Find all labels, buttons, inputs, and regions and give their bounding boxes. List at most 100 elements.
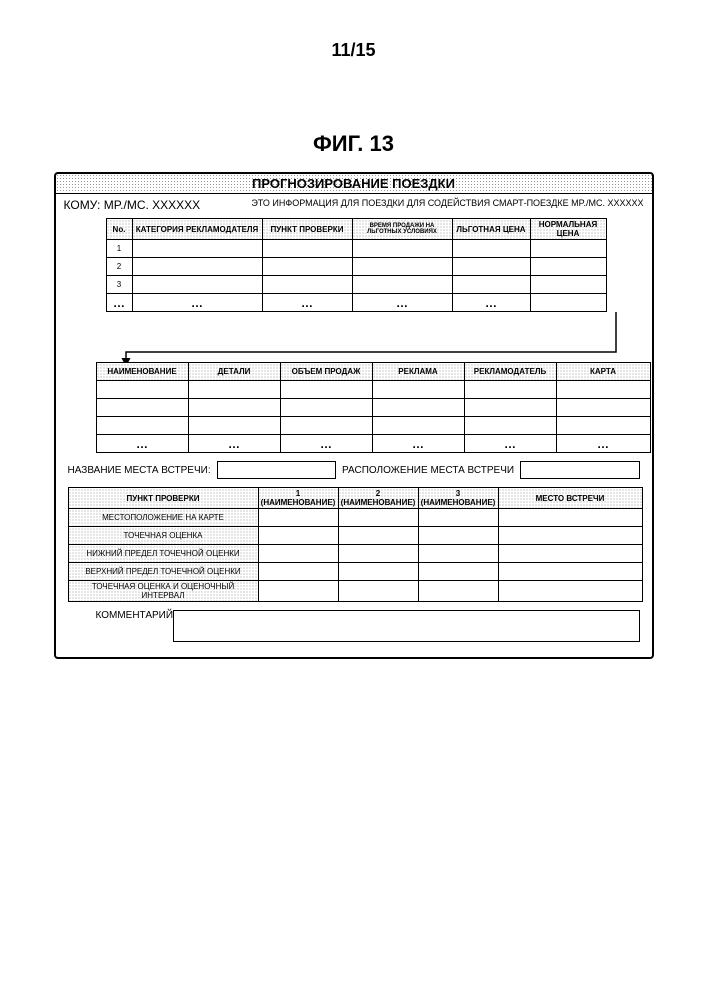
table2-cell: … (280, 435, 372, 453)
table3-cell (418, 545, 498, 563)
table3-header: 3 (НАИМЕНОВАНИЕ) (418, 488, 498, 509)
advertiser-table: No.КАТЕГОРИЯ РЕКЛАМОДАТЕЛЯПУНКТ ПРОВЕРКИ… (106, 218, 607, 312)
table1-cell: … (452, 294, 530, 312)
table2-cell (280, 381, 372, 399)
comment-row: КОММЕНТАРИЙ (96, 610, 640, 642)
table1-cell: … (352, 294, 452, 312)
meeting-location-input[interactable] (520, 461, 639, 479)
table2-cell: … (372, 435, 464, 453)
table1-cell (530, 258, 606, 276)
table3-row-label: ВЕРХНИЙ ПРЕДЕЛ ТОЧЕЧНОЙ ОЦЕНКИ (68, 563, 258, 581)
table3-cell (498, 527, 642, 545)
table1-cell: 2 (106, 258, 132, 276)
table3-cell (498, 581, 642, 602)
table1-header: No. (106, 219, 132, 240)
table3-cell (338, 581, 418, 602)
table1-cell: … (132, 294, 262, 312)
table3-cell (338, 545, 418, 563)
table3-cell (258, 545, 338, 563)
table3-header: 1 (НАИМЕНОВАНИЕ) (258, 488, 338, 509)
table2-header: ДЕТАЛИ (188, 363, 280, 381)
info-label: ЭТО ИНФОРМАЦИЯ ДЛЯ ПОЕЗДКИ ДЛЯ СОДЕЙСТВИ… (251, 198, 643, 212)
table2-cell (464, 399, 556, 417)
table3-cell (338, 527, 418, 545)
table2-cell (464, 381, 556, 399)
table1-cell (452, 276, 530, 294)
meeting-fields: НАЗВАНИЕ МЕСТА ВСТРЕЧИ: РАСПОЛОЖЕНИЕ МЕС… (68, 461, 640, 479)
form-title: ПРОГНОЗИРОВАНИЕ ПОЕЗДКИ (56, 174, 652, 194)
table1-cell (262, 240, 352, 258)
table3-cell (258, 581, 338, 602)
table1-cell (530, 276, 606, 294)
table3-row-label: НИЖНИЙ ПРЕДЕЛ ТОЧЕЧНОЙ ОЦЕНКИ (68, 545, 258, 563)
table2-cell: … (464, 435, 556, 453)
table2-cell (96, 399, 188, 417)
table1-header: НОРМАЛЬНАЯ ЦЕНА (530, 219, 606, 240)
table1-cell: … (262, 294, 352, 312)
table2-cell (556, 417, 650, 435)
table2-cell (280, 417, 372, 435)
table1-header: ПУНКТ ПРОВЕРКИ (262, 219, 352, 240)
table2-cell: … (188, 435, 280, 453)
comment-label: КОММЕНТАРИЙ (96, 610, 174, 621)
to-label: КОМУ: MP./МС. XXXXXX (64, 198, 201, 212)
table1-header: ВРЕМЯ ПРОДАЖИ НА ЛЬГОТНЫХ УСЛОВИЯХ (352, 219, 452, 240)
table3-cell (258, 527, 338, 545)
table1-cell (262, 276, 352, 294)
table2-cell (372, 381, 464, 399)
table1-cell (132, 276, 262, 294)
table3-header: МЕСТО ВСТРЕЧИ (498, 488, 642, 509)
meeting-location-label: РАСПОЛОЖЕНИЕ МЕСТА ВСТРЕЧИ (342, 465, 514, 476)
table2-header: РЕКЛАМОДАТЕЛЬ (464, 363, 556, 381)
table2-header: КАРТА (556, 363, 650, 381)
table1-cell (262, 258, 352, 276)
evaluation-table: ПУНКТ ПРОВЕРКИ1 (НАИМЕНОВАНИЕ)2 (НАИМЕНО… (68, 487, 643, 602)
table3-cell (258, 509, 338, 527)
table2-cell (464, 417, 556, 435)
table1-cell: 1 (106, 240, 132, 258)
table2-header: ОБЪЕМ ПРОДАЖ (280, 363, 372, 381)
table3-row-label: ТОЧЕЧНАЯ ОЦЕНКА (68, 527, 258, 545)
table1-cell (132, 240, 262, 258)
table2-header: НАИМЕНОВАНИЕ (96, 363, 188, 381)
table1-cell: … (106, 294, 132, 312)
table1-header: КАТЕГОРИЯ РЕКЛАМОДАТЕЛЯ (132, 219, 262, 240)
table2-cell (188, 417, 280, 435)
table3-cell (338, 509, 418, 527)
figure-title: ФИГ. 13 (0, 131, 707, 157)
page-number: 11/15 (0, 40, 707, 61)
table3-header: ПУНКТ ПРОВЕРКИ (68, 488, 258, 509)
table2-cell (96, 381, 188, 399)
table3-row-label: ТОЧЕЧНАЯ ОЦЕНКА И ОЦЕНОЧНЫЙ ИНТЕРВАЛ (68, 581, 258, 602)
table3-cell (418, 527, 498, 545)
table3-cell (418, 509, 498, 527)
table2-cell (372, 399, 464, 417)
table1-header: ЛЬГОТНАЯ ЦЕНА (452, 219, 530, 240)
table2-cell: … (96, 435, 188, 453)
table1-cell (452, 240, 530, 258)
table3-header: 2 (НАИМЕНОВАНИЕ) (338, 488, 418, 509)
table2-cell (96, 417, 188, 435)
table1-cell (352, 258, 452, 276)
table2-cell: … (556, 435, 650, 453)
table3-cell (498, 509, 642, 527)
table1-cell (352, 276, 452, 294)
table1-cell (352, 240, 452, 258)
comment-input[interactable] (173, 610, 639, 642)
table1-cell (452, 258, 530, 276)
table2-cell (372, 417, 464, 435)
form-container: ПРОГНОЗИРОВАНИЕ ПОЕЗДКИ КОМУ: MP./МС. XX… (54, 172, 654, 659)
table1-cell (530, 294, 606, 312)
product-table: НАИМЕНОВАНИЕДЕТАЛИОБЪЕМ ПРОДАЖРЕКЛАМАРЕК… (96, 362, 651, 453)
table2-header: РЕКЛАМА (372, 363, 464, 381)
table3-cell (498, 563, 642, 581)
table2-cell (556, 381, 650, 399)
table2-cell (556, 399, 650, 417)
meeting-name-input[interactable] (217, 461, 336, 479)
sub-header: КОМУ: MP./МС. XXXXXX ЭТО ИНФОРМАЦИЯ ДЛЯ … (56, 194, 652, 218)
table3-row-label: МЕСТОПОЛОЖЕНИЕ НА КАРТЕ (68, 509, 258, 527)
table2-cell (188, 381, 280, 399)
table3-cell (258, 563, 338, 581)
arrow-icon (106, 312, 626, 362)
table3-cell (418, 563, 498, 581)
